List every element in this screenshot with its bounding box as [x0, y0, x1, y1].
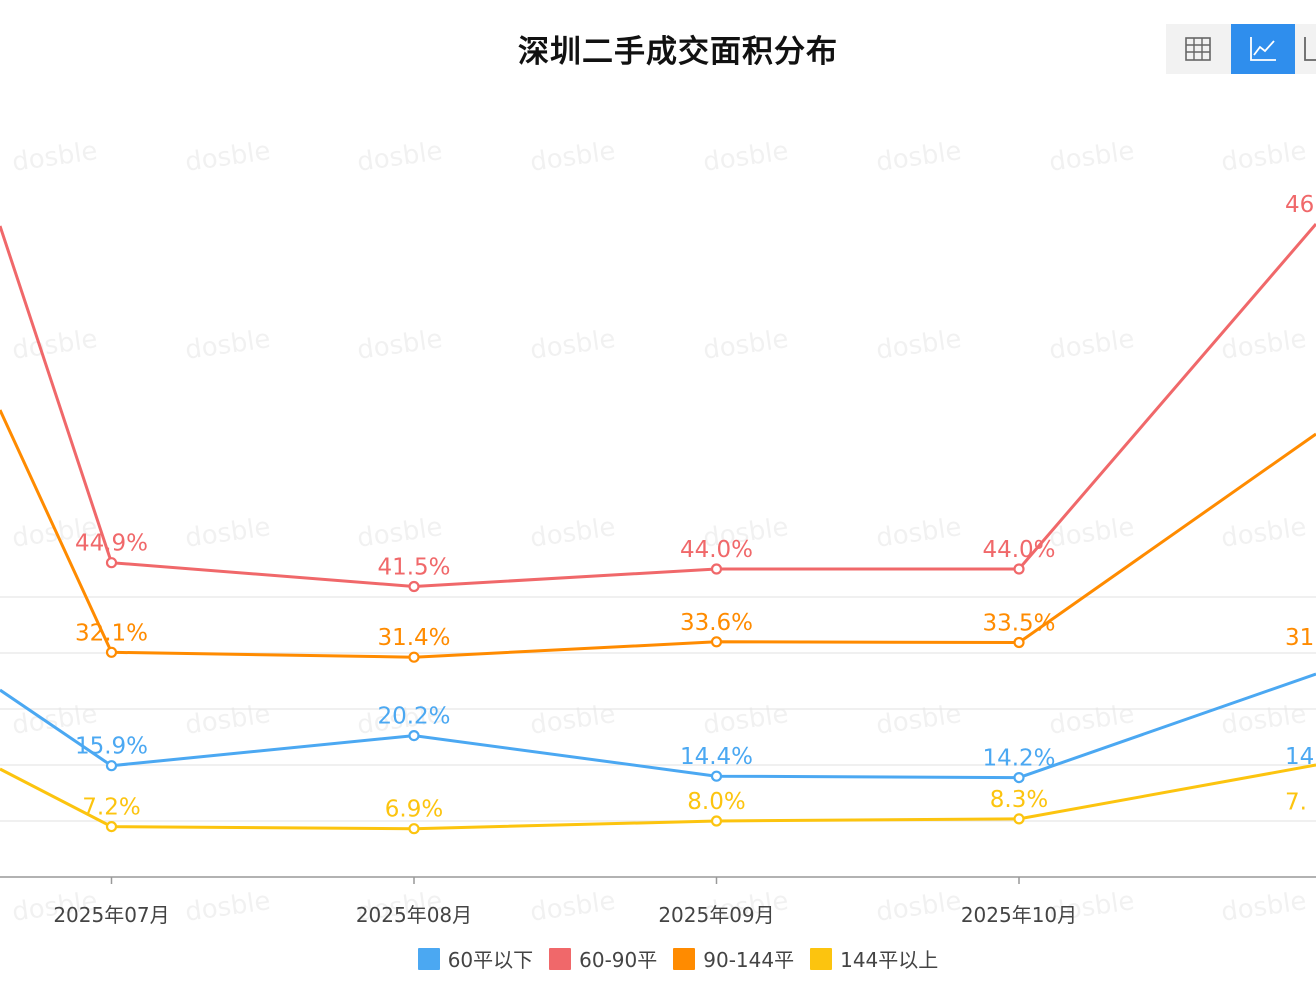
legend-swatch — [810, 947, 833, 970]
data-label: 33.6% — [680, 610, 753, 636]
data-label: 31 — [1285, 625, 1314, 651]
grid-lines — [0, 596, 1316, 822]
series-144平以上 — [0, 763, 1316, 835]
legend-label: 60-90平 — [579, 948, 658, 972]
legend-item[interactable]: 144平以上 — [810, 944, 938, 973]
legend-swatch — [549, 947, 572, 970]
series-line — [0, 763, 1316, 831]
data-label: 44.9% — [75, 531, 148, 557]
data-point[interactable] — [1013, 636, 1025, 649]
data-point[interactable] — [710, 563, 723, 575]
series-90-144平 — [0, 409, 1316, 663]
series-line — [0, 223, 1316, 589]
legend-label: 90-144平 — [703, 948, 795, 972]
data-label: 7.2% — [82, 795, 140, 821]
data-label: 14 — [1285, 744, 1314, 770]
data-label: 44.0% — [680, 537, 753, 563]
data-point[interactable] — [408, 823, 420, 835]
x-axis — [0, 876, 1316, 884]
line-chart-icon — [1250, 37, 1276, 61]
data-point[interactable] — [710, 815, 723, 827]
line-view-button[interactable] — [1231, 24, 1295, 74]
data-point[interactable] — [408, 651, 420, 663]
data-label: 44.0% — [982, 537, 1055, 563]
legend-item[interactable]: 60平以下 — [417, 944, 534, 973]
data-label: 14.2% — [982, 746, 1055, 772]
chart-title: 深圳二手成交面积分布 — [518, 34, 838, 70]
chart-toolbar — [1166, 24, 1316, 74]
legend-swatch — [417, 947, 440, 970]
data-point[interactable] — [710, 636, 723, 648]
data-point[interactable] — [710, 770, 723, 782]
legend: 60平以下 60-90平 90-144平 144平以上 — [0, 944, 1316, 973]
x-axis-tick-labels: 2025年07月 2025年08月 2025年09月 2025年10月 — [53, 903, 1077, 927]
data-point[interactable] — [105, 820, 118, 833]
data-label: 33.5% — [982, 611, 1055, 637]
x-axis-tick-label: 2025年08月 — [356, 903, 472, 927]
data-label: 32.1% — [75, 620, 148, 646]
legend-item[interactable]: 90-144平 — [673, 944, 794, 973]
data-label: 41.5% — [377, 555, 450, 581]
x-axis-tick-label: 2025年07月 — [53, 903, 169, 927]
data-labels: 15.9% 20.2% 14.4% 14.2% 14 44.9% 41.5% 44.0% 44.… — [75, 192, 1314, 823]
table-icon — [1185, 37, 1211, 61]
data-point[interactable] — [408, 580, 420, 593]
data-label: 8.3% — [990, 787, 1048, 813]
series-line — [0, 672, 1316, 780]
table-view-button[interactable] — [1166, 24, 1230, 74]
legend-swatch — [673, 947, 696, 970]
data-point[interactable] — [105, 646, 118, 658]
data-point[interactable] — [105, 557, 118, 569]
data-label: 15.9% — [75, 734, 148, 760]
data-point[interactable] — [1013, 771, 1025, 784]
data-label: 6.9% — [385, 797, 443, 823]
data-label: 46 — [1285, 192, 1314, 218]
series-60-90平 — [0, 223, 1316, 593]
data-label: 14.4% — [680, 744, 753, 770]
data-label: 7. — [1285, 790, 1307, 816]
legend-item[interactable]: 60-90平 — [549, 944, 657, 973]
data-label: 8.0% — [687, 789, 745, 815]
data-point[interactable] — [1013, 563, 1025, 575]
series-60平以下 — [0, 672, 1316, 784]
data-point[interactable] — [408, 729, 420, 742]
x-axis-tick-label: 2025年10月 — [961, 903, 1077, 927]
data-point[interactable] — [1013, 813, 1025, 825]
legend-label: 60平以下 — [447, 948, 534, 972]
series-layer — [0, 223, 1316, 835]
data-point[interactable] — [105, 760, 118, 772]
legend-label: 144平以上 — [840, 948, 939, 972]
data-label: 31.4% — [377, 625, 450, 651]
series-line — [0, 409, 1316, 659]
bar-view-button[interactable] — [1296, 24, 1316, 74]
x-axis-tick-label: 2025年09月 — [658, 903, 774, 927]
bar-chart-icon — [1304, 37, 1316, 61]
data-label: 20.2% — [377, 704, 450, 730]
